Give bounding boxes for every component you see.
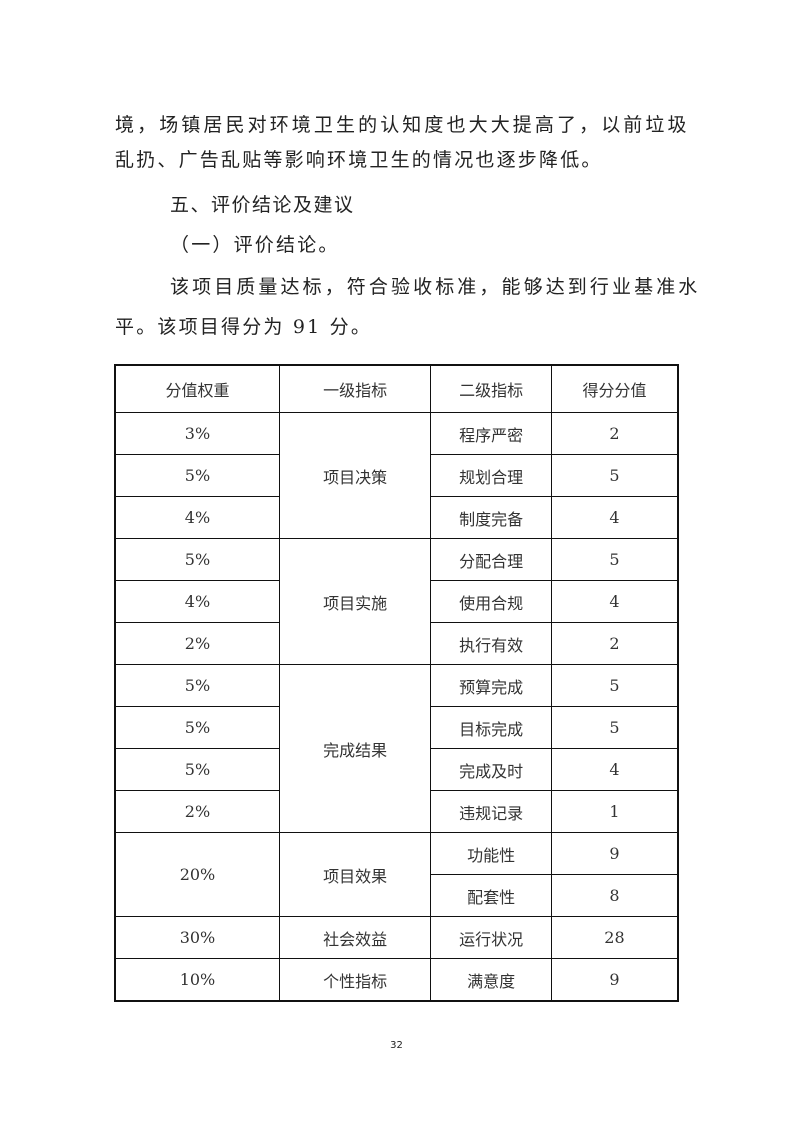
- table-row: 5% 目标完成 5: [114, 706, 679, 749]
- score-cell: 4: [550, 496, 679, 539]
- subsection-heading: （一）评价结论。: [170, 234, 340, 256]
- score-cell: 5: [550, 664, 679, 707]
- section-heading: 五、评价结论及建议: [170, 194, 355, 216]
- level2-indicator-cell: 使用合规: [430, 580, 552, 623]
- header-cell: 一级指标: [278, 364, 432, 413]
- level1-indicator-cell: 项目决策: [278, 412, 432, 539]
- weight-cell: 4%: [114, 580, 280, 623]
- table-row: 5% 规划合理 5: [114, 454, 679, 497]
- level1-indicator-cell: 完成结果: [278, 664, 432, 833]
- level2-indicator-cell: 功能性: [430, 832, 552, 875]
- level1-indicator-cell: 个性指标: [278, 958, 432, 1002]
- weight-cell: 3%: [114, 412, 280, 455]
- table-row: 5% 项目实施 分配合理 5: [114, 538, 679, 665]
- level2-indicator-cell: 执行有效: [430, 622, 552, 665]
- conclusion-text: 该项目质量达标，符合验收标准，能够达到行业基准水: [170, 276, 701, 298]
- table-row: 5% 完成结果 预算完成 5: [114, 664, 679, 833]
- level1-indicator-cell: 项目实施: [278, 538, 432, 665]
- weight-cell: 5%: [114, 454, 280, 497]
- weight-cell: 5%: [114, 664, 280, 707]
- level2-indicator-cell: 违规记录: [430, 790, 552, 833]
- weight-cell: 5%: [114, 706, 280, 749]
- header-cell: 二级指标: [430, 364, 552, 413]
- table-row: 3% 项目决策 程序严密 2: [114, 412, 679, 539]
- score-cell: 2: [550, 622, 679, 665]
- header-cell: 得分分值: [550, 364, 679, 413]
- table-row: 20% 项目效果 功能性 9: [114, 832, 679, 917]
- level2-indicator-cell: 预算完成: [430, 664, 552, 707]
- level2-indicator-cell: 目标完成: [430, 706, 552, 749]
- score-cell: 4: [550, 748, 679, 791]
- evaluation-score-table: 分值权重 一级指标 二级指标 得分分值 3% 项目决策 程序严密 2 5% 规划合理 5 4%…: [114, 364, 679, 1002]
- score-cell: 5: [550, 454, 679, 497]
- score-cell: 9: [550, 832, 679, 875]
- weight-cell: 5%: [114, 538, 280, 581]
- table-row: 30% 社会效益 运行状况 28: [114, 916, 679, 959]
- score-cell: 4: [550, 580, 679, 623]
- level2-indicator-cell: 满意度: [430, 958, 552, 1002]
- weight-cell: 5%: [114, 748, 280, 791]
- level2-indicator-cell: 规划合理: [430, 454, 552, 497]
- level2-indicator-cell: 配套性: [430, 874, 552, 917]
- table-header-row: 分值权重 一级指标 二级指标 得分分值: [114, 364, 679, 413]
- weight-cell: 4%: [114, 496, 280, 539]
- score-cell: 28: [550, 916, 679, 959]
- table-row: 2% 违规记录 1: [114, 790, 679, 833]
- level1-indicator-cell: 项目效果: [278, 832, 432, 917]
- table-row: 10% 个性指标 满意度 9: [114, 958, 679, 1002]
- weight-cell: 20%: [114, 832, 280, 917]
- level2-indicator-cell: 程序严密: [430, 412, 552, 455]
- score-cell: 9: [550, 958, 679, 1002]
- weight-cell: 30%: [114, 916, 280, 959]
- score-cell: 1: [550, 790, 679, 833]
- score-cell: 5: [550, 706, 679, 749]
- body-text-line: 境，场镇居民对环境卫生的认知度也大大提高了，以前垃圾: [115, 114, 690, 136]
- level2-indicator-cell: 运行状况: [430, 916, 552, 959]
- table-row: 4% 使用合规 4: [114, 580, 679, 623]
- level1-indicator-cell: 社会效益: [278, 916, 432, 959]
- weight-cell: 2%: [114, 790, 280, 833]
- body-text-line: 乱扔、广告乱贴等影响环境卫生的情况也逐步降低。: [115, 149, 603, 171]
- score-cell: 8: [550, 874, 679, 917]
- conclusion-text: 平。该项目得分为 91 分。: [115, 316, 373, 338]
- header-cell: 分值权重: [114, 364, 280, 413]
- page-number: 32: [390, 1040, 403, 1051]
- level2-indicator-cell: 制度完备: [430, 496, 552, 539]
- level2-indicator-cell: 分配合理: [430, 538, 552, 581]
- level2-indicator-cell: 完成及时: [430, 748, 552, 791]
- weight-cell: 10%: [114, 958, 280, 1002]
- score-cell: 2: [550, 412, 679, 455]
- table-row: 2% 执行有效 2: [114, 622, 679, 665]
- score-cell: 5: [550, 538, 679, 581]
- weight-cell: 2%: [114, 622, 280, 665]
